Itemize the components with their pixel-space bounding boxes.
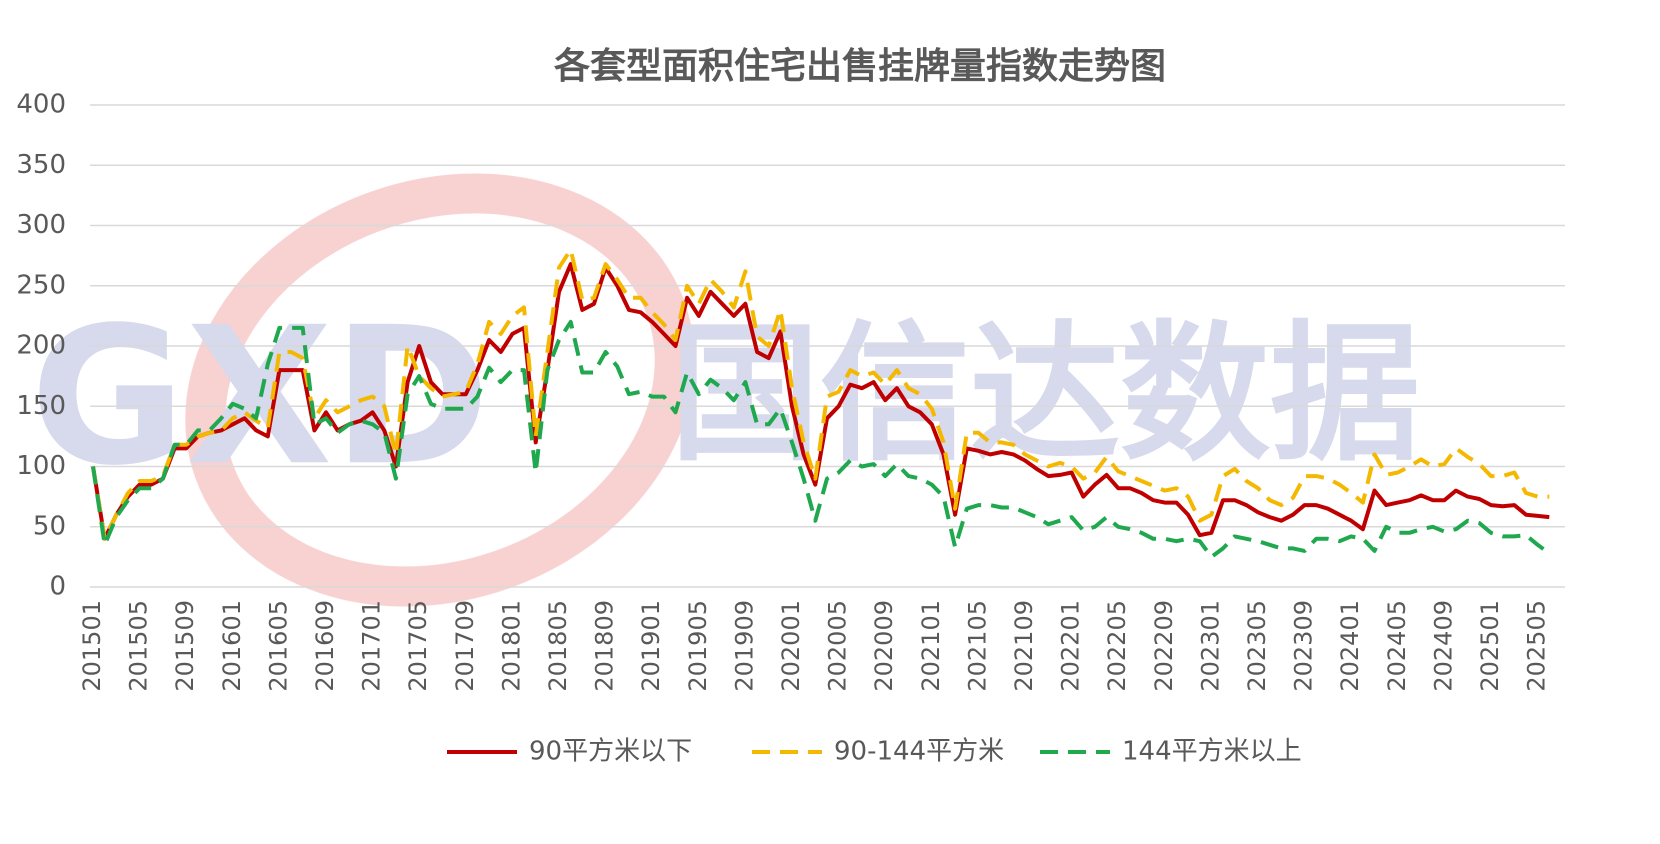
x-tick-label: 201505 [125,600,153,692]
y-tick-label: 50 [33,511,66,541]
x-tick-label: 201709 [451,600,479,692]
y-tick-label: 0 [49,572,66,602]
x-tick-label: 201909 [730,600,758,692]
y-tick-label: 150 [16,391,66,421]
y-tick-label: 100 [16,451,66,481]
x-tick-label: 201501 [78,600,106,692]
x-tick-label: 201609 [311,600,339,692]
x-tick-label: 202409 [1429,600,1457,692]
y-tick-label: 350 [16,150,66,180]
watermark-ring [185,173,695,607]
y-tick-label: 300 [16,210,66,240]
x-tick-label: 202301 [1196,600,1224,692]
x-tick-label: 201901 [637,600,665,692]
watermark-logo: GXD [30,286,490,507]
legend-label: 90-144平方米 [834,737,1004,767]
x-tick-label: 201805 [544,600,572,692]
x-tick-label: 202205 [1103,600,1131,692]
series-line [91,262,1550,541]
x-tick-label: 201705 [404,600,432,692]
x-tick-label: 201601 [218,600,246,692]
y-tick-label: 200 [16,331,66,361]
x-tick-label: 202209 [1150,600,1178,692]
x-tick-label: 202105 [963,600,991,692]
x-tick-label: 202501 [1476,600,1504,692]
x-tick-label: 202505 [1523,600,1551,692]
series-line [91,247,1550,541]
x-tick-label: 201701 [358,600,386,692]
x-tick-label: 202109 [1010,600,1038,692]
x-tick-label: 202405 [1383,600,1411,692]
legend-label: 144平方米以上 [1122,737,1302,767]
x-tick-label: 201509 [171,600,199,692]
legend-label: 90平方米以下 [529,737,692,767]
x-tick-label: 202305 [1243,600,1271,692]
y-tick-label: 400 [16,90,66,120]
x-tick-label: 202201 [1057,600,1085,692]
watermark: GXD 国信达数据 [30,173,1420,607]
chart-title: 各套型面积住宅出售挂牌量指数走势图 [554,45,1166,87]
x-tick-label: 201905 [684,600,712,692]
x-tick-label: 201809 [591,600,619,692]
x-tick-label: 201605 [264,600,292,692]
x-tick-label: 202101 [917,600,945,692]
x-tick-label: 202009 [870,600,898,692]
x-tick-label: 202001 [777,600,805,692]
y-tick-label: 250 [16,270,66,300]
x-tick-label: 202401 [1336,600,1364,692]
x-tick-label: 202309 [1290,600,1318,692]
x-tick-label: 201801 [497,600,525,692]
x-tick-label: 202005 [824,600,852,692]
